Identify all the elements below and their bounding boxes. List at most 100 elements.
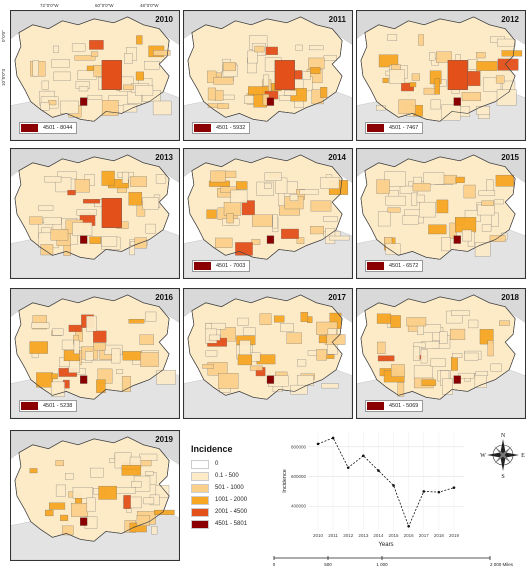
municipality (139, 334, 155, 345)
series-line (317, 437, 455, 528)
municipality (495, 174, 515, 187)
municipality (285, 181, 298, 194)
municipality (123, 84, 134, 90)
municipality (321, 383, 339, 389)
municipality (72, 487, 93, 499)
municipality (218, 373, 239, 389)
municipality (497, 58, 519, 71)
municipality (86, 315, 97, 332)
municipality (85, 351, 94, 361)
municipality (209, 334, 221, 341)
municipality (130, 176, 147, 187)
map-panel-2014: 2014 4501 - 7003 (183, 148, 353, 279)
max-class-swatch (194, 124, 211, 132)
municipality (89, 236, 101, 244)
municipality (289, 194, 299, 201)
municipality (63, 350, 80, 362)
x-tick-label: 2013 (358, 533, 369, 538)
max-class-label: 4501 - 6572 (389, 263, 419, 269)
municipality (451, 356, 458, 371)
municipality (428, 224, 447, 235)
x-axis-label: Years (378, 542, 393, 548)
municipality (376, 341, 386, 354)
municipality (390, 315, 401, 328)
municipality (86, 497, 96, 512)
municipality-map (11, 11, 179, 140)
municipality (220, 186, 239, 193)
municipality (207, 87, 217, 101)
hotspot-municipality (274, 60, 295, 90)
municipality (418, 34, 424, 46)
municipality (241, 200, 255, 216)
municipality (65, 473, 74, 480)
municipality (243, 327, 256, 336)
municipality (153, 50, 171, 56)
legend-swatch (191, 495, 209, 505)
municipality (93, 330, 107, 343)
municipality (264, 182, 272, 189)
y-tick-label: 600000 (291, 474, 307, 479)
municipality (235, 242, 253, 256)
panel-year-label: 2016 (155, 293, 173, 302)
max-class-label: 4501 - 7467 (389, 125, 419, 131)
scale-label: 500 (324, 562, 332, 567)
region-border (14, 436, 170, 542)
municipality (320, 177, 340, 189)
municipality (490, 363, 502, 372)
municipality (310, 226, 324, 235)
y-axis-label: Incidence (282, 469, 288, 493)
municipality (145, 311, 157, 322)
compass-letter-s: S (501, 474, 504, 480)
map-panel-2013: 2013 (10, 148, 180, 279)
max-class-label: 4501 - 7003 (216, 263, 246, 269)
municipality (452, 353, 463, 358)
municipality (286, 332, 302, 344)
municipality (73, 339, 80, 355)
legend-swatch (191, 471, 209, 481)
municipality (280, 323, 294, 333)
municipality (139, 453, 158, 461)
municipality (263, 74, 270, 87)
municipality (55, 460, 64, 467)
municipality (402, 215, 419, 225)
municipality (481, 200, 495, 206)
map-panel-2019: 2019 (10, 430, 180, 561)
max-class-legend: 4501 - 7003 (192, 260, 251, 272)
municipality (116, 369, 124, 375)
municipality (497, 38, 516, 47)
municipality (382, 77, 389, 83)
municipality (226, 213, 234, 224)
compass-needle-diag (494, 446, 512, 464)
municipality (140, 352, 159, 367)
municipality (376, 313, 392, 324)
map-panel-2011: 2011 4501 - 5932 (183, 10, 353, 141)
municipality (220, 327, 236, 342)
municipality (376, 179, 390, 194)
municipality (463, 352, 479, 361)
data-point (316, 442, 320, 446)
municipality (413, 346, 420, 361)
max-class-legend: 4501 - 7467 (365, 122, 424, 134)
municipality (412, 182, 431, 192)
municipality-map (357, 289, 525, 418)
municipality (98, 485, 117, 500)
x-tick-label: 2010 (313, 533, 324, 538)
x-tick-label: 2011 (328, 533, 338, 538)
municipality (495, 75, 505, 84)
municipality (310, 67, 321, 74)
municipality (284, 90, 297, 96)
incidence-line-chart: 400000 600000 800000 2010 2011 2012 2013 2014 20… (282, 432, 464, 548)
municipality (465, 71, 481, 87)
municipality (101, 236, 118, 247)
max-class-label: 4501 - 5932 (216, 125, 246, 131)
municipality (491, 212, 499, 227)
municipality (384, 171, 406, 187)
panel-year-label: 2017 (328, 293, 346, 302)
legend-label: 2001 - 4500 (215, 509, 248, 515)
max-class-label: 4501 - 5238 (43, 403, 73, 409)
municipality (143, 497, 155, 505)
municipality (252, 214, 273, 227)
x-tick-label: 2012 (343, 533, 354, 538)
municipality (254, 45, 265, 53)
region-border (187, 294, 343, 400)
